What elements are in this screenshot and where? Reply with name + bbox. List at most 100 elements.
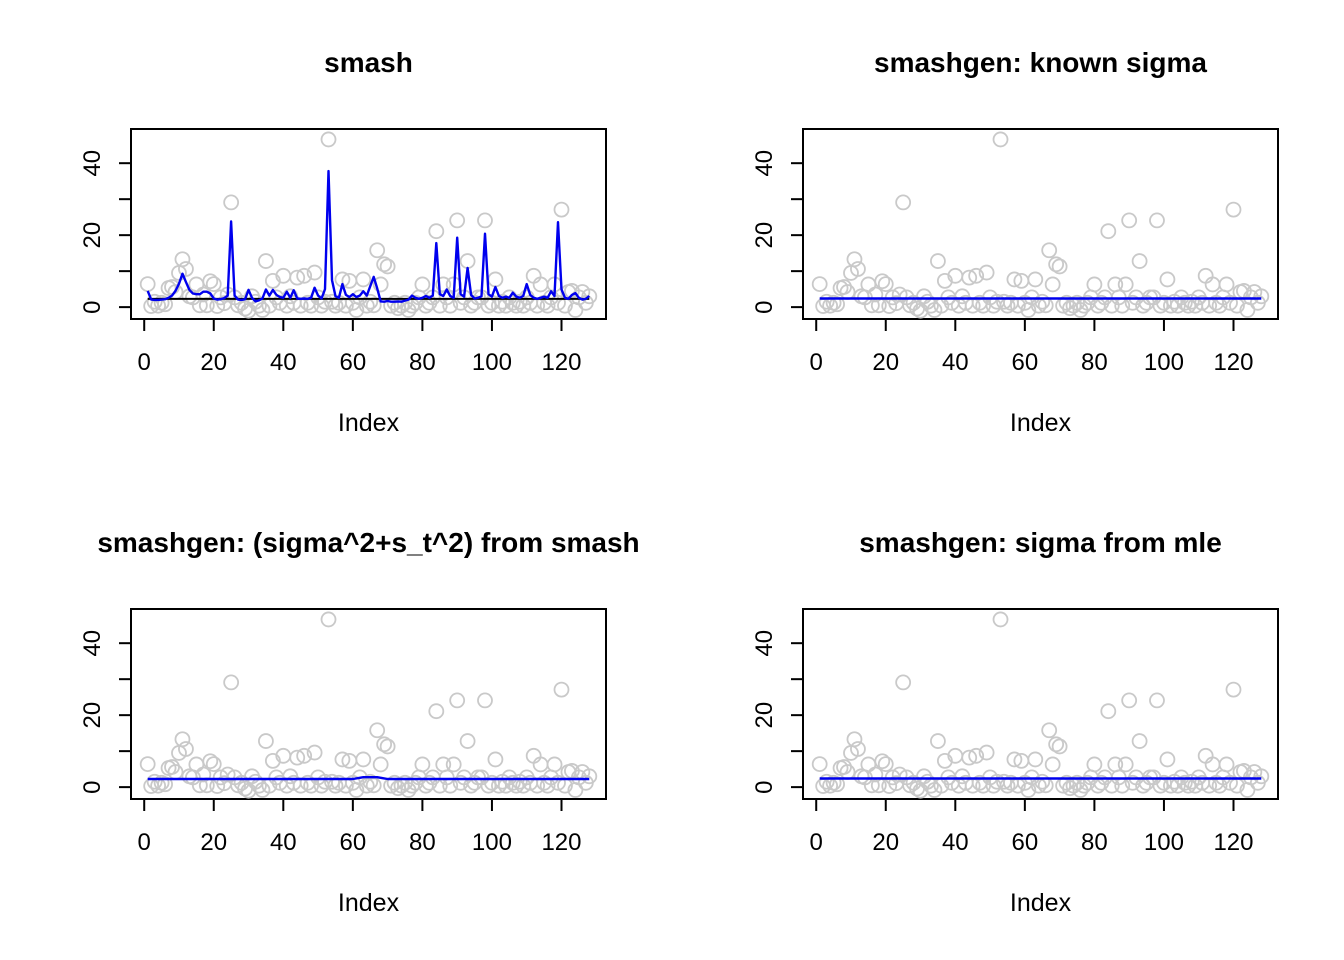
scatter-point [968,267,985,284]
x-tick-label: 100 [1144,349,1184,376]
x-tick-label: 100 [472,349,512,376]
scatter-point [850,741,866,757]
scatter-point [867,286,884,303]
panel-title: smashgen: (sigma^2+s_t^2) from smash [97,527,640,558]
scatter-point [1121,212,1138,229]
y-tick-label: 20 [79,702,106,729]
x-tick-label: 80 [409,829,436,856]
scatter-point [874,273,891,290]
scatter-point [1253,768,1270,785]
scatter-point [930,733,946,749]
scatter-point [550,294,566,311]
scatter-point [358,777,375,794]
scatter-point [1069,774,1085,791]
panel-smashgen-sigma2-st2-from-smash: smashgen: (sigma^2+s_t^2) from smash 0 20… [0,480,672,960]
scatter-point [1121,692,1138,709]
scatter-point [936,752,953,769]
scatter-point [1086,756,1103,773]
fit-line [147,776,590,781]
scatter-point [414,276,431,293]
scatter-point [546,756,563,773]
scatter-point [1044,756,1061,773]
scatter-point [846,251,863,268]
x-tick-label: 60 [1012,829,1039,856]
scatter-point [1048,256,1065,273]
scatter-point [188,276,205,293]
scatter-point [174,731,191,748]
scatter-point [1253,288,1270,305]
scatter-point [1100,703,1117,720]
y-tick-label: 0 [79,780,106,793]
scatter-point [1131,733,1148,749]
x-tick-label: 80 [1081,829,1108,856]
scatter-point [1051,258,1068,275]
y-tick-label: 0 [751,780,778,793]
scatter-point [1149,212,1165,229]
scatter-point [867,766,884,783]
scatter-point [846,731,863,748]
scatter-point [306,264,323,281]
scatter-point [157,776,173,793]
y-tick-label: 0 [79,300,106,313]
scatter-point [324,293,340,310]
scatter-point [874,753,891,770]
scatter-point [449,212,466,229]
scatter-point [996,293,1012,310]
scatter-point [362,773,379,790]
scatter-point [877,756,894,772]
scatter-point [992,131,1009,148]
panel-title: smashgen: sigma from mle [859,527,1222,558]
plot-area-svg: 0 20 40 60 80 100 120 0 20 40 [79,128,607,376]
scatter-point [1218,276,1235,293]
scatter-point [320,611,337,628]
scatter-point [1034,773,1051,790]
scatter-point [1176,294,1193,311]
x-tick-label: 120 [1213,349,1253,376]
x-tick-label: 40 [270,349,297,376]
scatter-point [157,296,173,313]
panel-smash: smash 0 20 40 60 80 100 120 0 20 40 Index [0,0,672,480]
scatter-point [504,774,521,791]
scatter-point [223,194,240,211]
scatter-point [996,773,1012,790]
x-axis-label: Index [1009,409,1072,437]
scatter-point [1131,253,1148,269]
x-tick-label: 0 [138,349,151,376]
scatter-point [1041,242,1058,259]
scatter-point [459,253,476,269]
scatter-point [372,276,389,293]
scatter-point [829,296,845,313]
scatter-point [477,692,493,709]
y-tick-label: 40 [79,150,106,177]
scatter-point [550,774,566,791]
scatter-point [379,738,396,755]
panel-title: smash [324,47,413,78]
x-tick-label: 0 [810,829,823,856]
y-tick-label: 40 [751,150,778,177]
scatter-point [1041,722,1058,739]
scatter-point [895,674,912,691]
scatter-point [258,733,274,749]
scatter-point [961,749,978,766]
scatter-point [202,273,219,290]
scatter-point [195,766,212,783]
x-tick-label: 20 [872,349,899,376]
x-tick-label: 120 [541,829,581,856]
scatter-point [850,261,866,277]
scatter-point [369,722,386,739]
scatter-point [205,756,222,772]
scatter-point [1222,774,1238,791]
scatter-point [1027,271,1044,288]
scatter-point [891,766,908,783]
plot-box [802,128,1279,320]
scatter-point [860,276,877,293]
scatter-point [334,751,351,768]
scatter-point [978,264,995,281]
scatter-point [178,741,194,757]
scatter-point [811,756,828,772]
x-axis-label: Index [1009,889,1072,917]
plot-area-svg: 0 20 40 60 80 100 120 0 20 40 [79,608,607,856]
scatter-point [296,747,313,764]
scatter-point [320,131,337,148]
